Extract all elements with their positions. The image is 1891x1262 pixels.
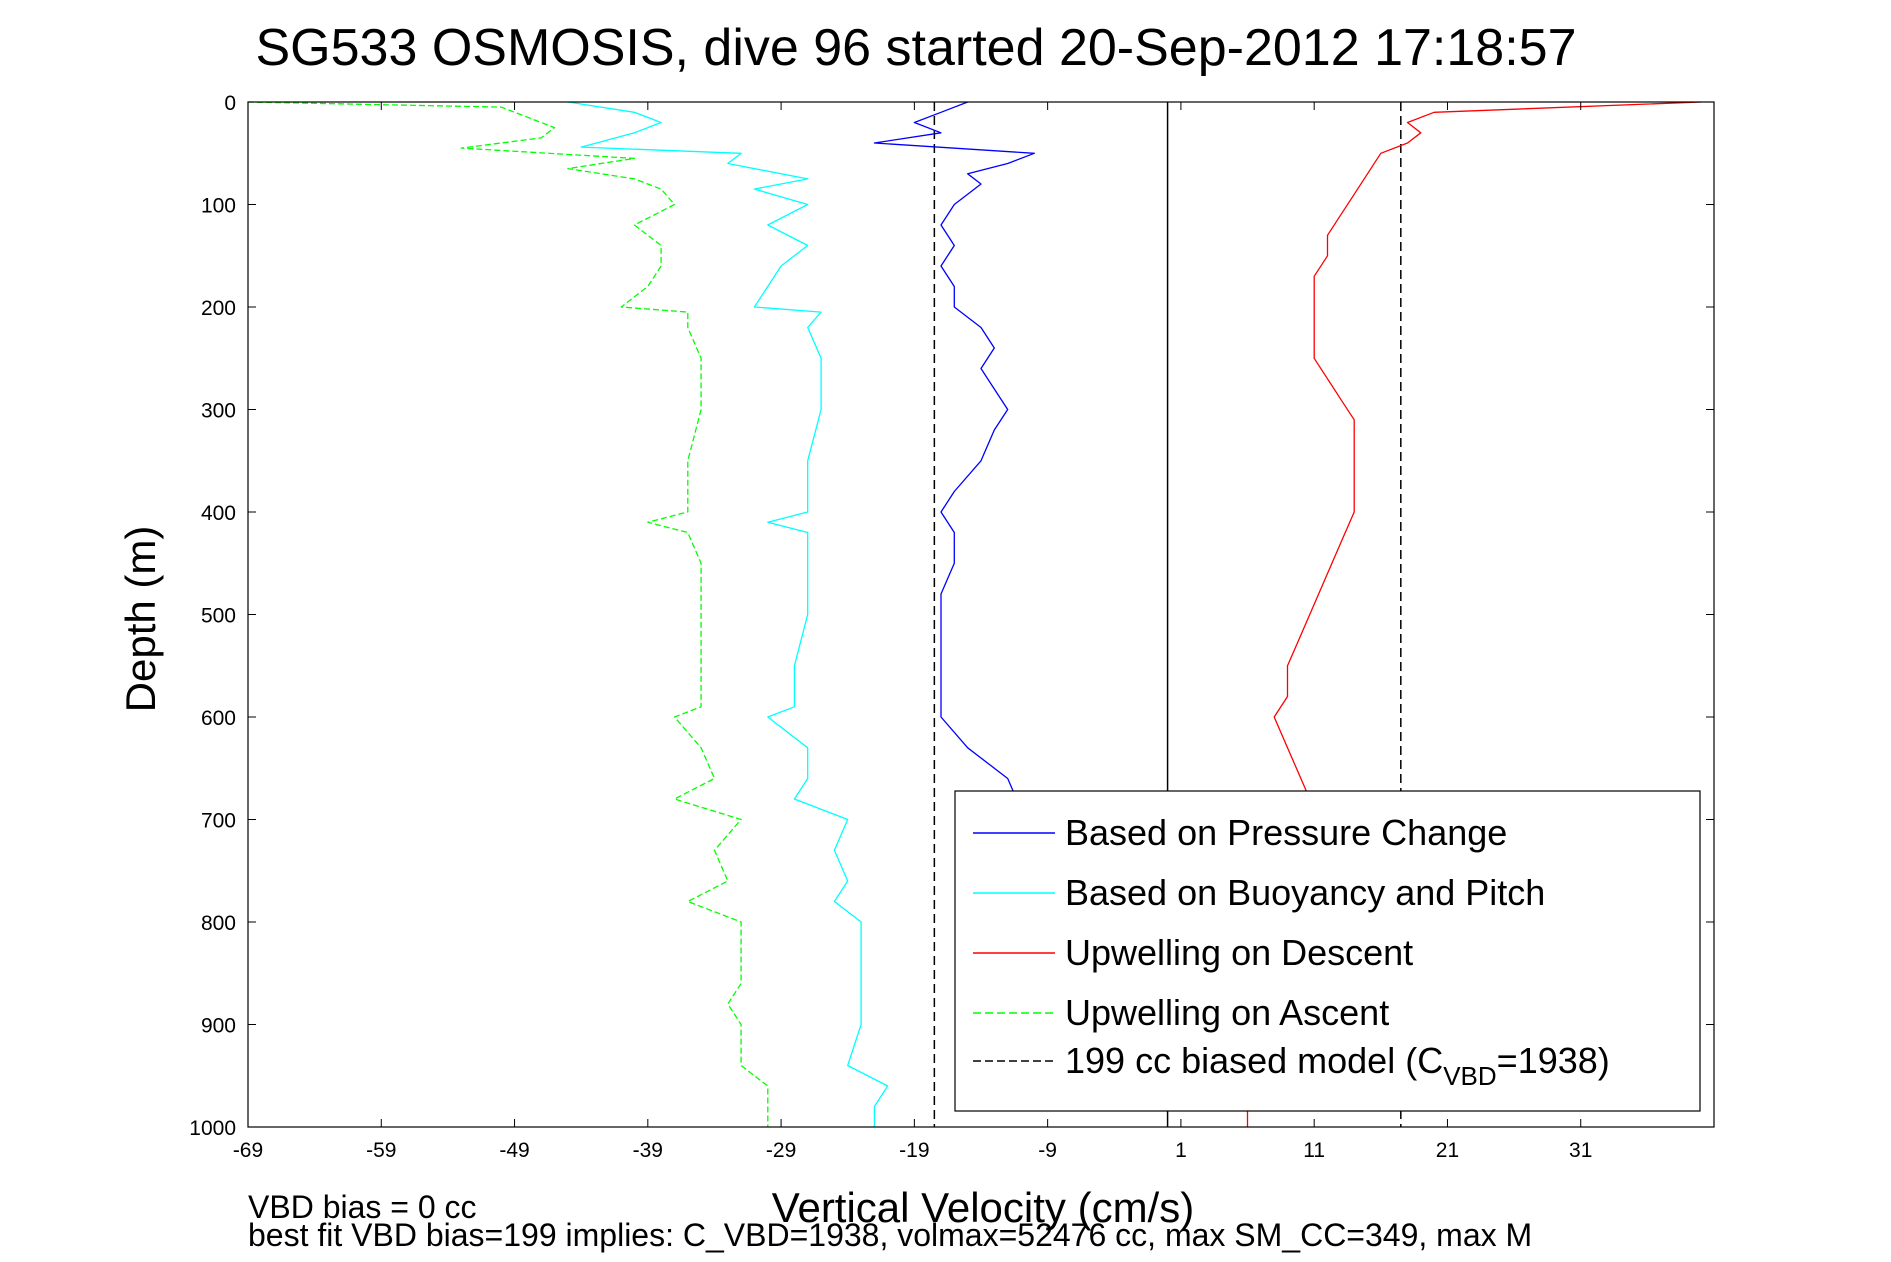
y-axis-label: Depth (m) — [117, 526, 164, 713]
annotation-vbd-bias: VBD bias = 0 cc — [248, 1189, 477, 1225]
y-tick-label: 1000 — [189, 1117, 236, 1140]
x-tick-label: -59 — [366, 1139, 396, 1162]
y-tick-label: 0 — [224, 92, 236, 115]
x-tick-label: 1 — [1175, 1139, 1187, 1162]
x-tick-label: -49 — [499, 1139, 529, 1162]
x-tick-label: 21 — [1436, 1139, 1459, 1162]
legend-box — [954, 790, 1701, 1112]
legend: Based on Pressure Change Based on Buoyanc… — [954, 790, 1701, 1112]
axes-box — [247, 101, 1715, 1128]
series-line-based-on-pressure-change — [873, 101, 1035, 810]
x-tick-label: -39 — [633, 1139, 663, 1162]
x-tick-label: -19 — [899, 1139, 929, 1162]
y-tick-label: 400 — [201, 502, 236, 525]
series-line-based-on-buoyancy-and-pitch — [567, 101, 889, 1127]
legend-label: Based on Pressure Change — [1065, 812, 1507, 853]
y-tick-label: 500 — [201, 605, 236, 628]
x-tick-label: -69 — [233, 1139, 263, 1162]
y-tick-label: 600 — [201, 707, 236, 730]
legend-label: 199 cc biased model (CVBD=1938) — [1065, 1040, 1610, 1091]
annotation-best-fit: best fit VBD bias=199 implies: C_VBD=193… — [248, 1217, 1532, 1253]
chart-title: SG533 OSMOSIS, dive 96 started 20-Sep-20… — [255, 19, 1576, 77]
y-tick-label: 900 — [201, 1015, 236, 1038]
x-tick-label: -9 — [1038, 1139, 1057, 1162]
x-tick-label: -29 — [766, 1139, 796, 1162]
tick-labels: -69 -59 -49 -39 -29 -19 -9 1 11 21 310100200300400… — [189, 92, 1715, 1162]
y-tick-label: 200 — [201, 297, 236, 320]
y-tick-label: 300 — [201, 400, 236, 423]
x-tick-label: 11 — [1303, 1139, 1325, 1162]
y-tick-label: 800 — [201, 912, 236, 935]
x-axis-label: Vertical Velocity (cm/s) — [772, 1184, 1194, 1231]
series-line-upwelling-on-ascent — [247, 101, 769, 1127]
legend-label: Based on Buoyancy and Pitch — [1065, 872, 1545, 913]
legend-label: Upwelling on Ascent — [1065, 992, 1389, 1033]
x-tick-label: 31 — [1569, 1139, 1592, 1162]
y-tick-label: 700 — [201, 810, 236, 833]
y-tick-label: 100 — [201, 195, 236, 218]
legend-label: Upwelling on Descent — [1065, 932, 1413, 973]
